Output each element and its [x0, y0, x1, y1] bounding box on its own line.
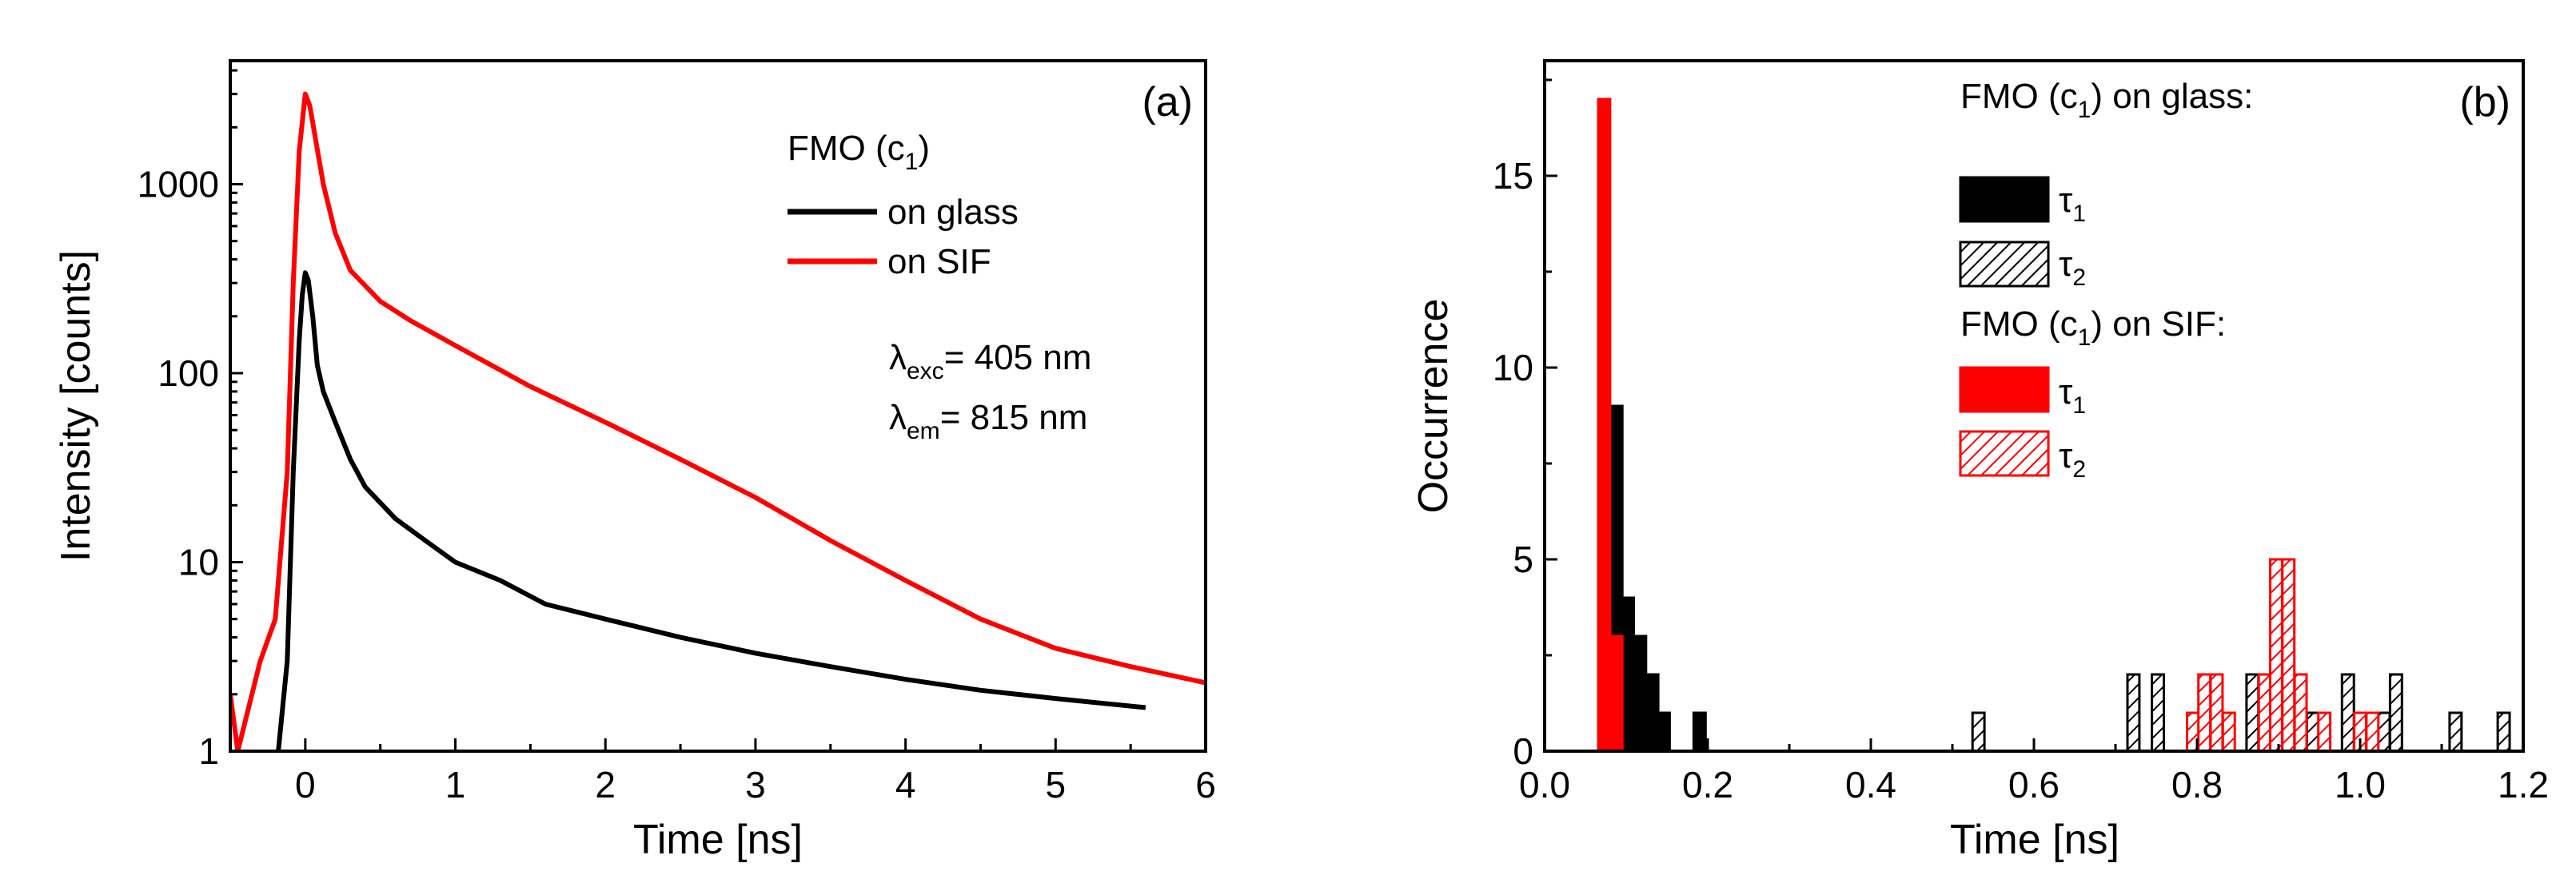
x-tick-label: 1.0 [2335, 764, 2386, 805]
bar-glass-τ1 [1645, 673, 1660, 753]
chart-a-y-axis-label: Intensity [counts] [53, 250, 99, 562]
x-tick-label: 0.8 [2171, 764, 2223, 805]
bar-glass-τ2 [2388, 673, 2403, 753]
x-tick-label: 4 [895, 764, 916, 805]
chart-b-legend-label-glass-tau1: τ1 [2059, 181, 2086, 227]
chart-b-x-axis-label: Time [ns] [1950, 817, 2119, 863]
bar-glass-τ2 [2448, 711, 2463, 753]
x-tick-label: 0.4 [1845, 764, 1896, 805]
bar-glass-τ2 [2245, 673, 2260, 753]
x-tick-label: 1 [445, 764, 466, 805]
x-tick-label: 2 [595, 764, 616, 805]
chart-b-panel-label: (b) [2459, 79, 2510, 125]
bar-glass-τ1 [1692, 711, 1707, 753]
x-tick-label: 0 [295, 764, 316, 805]
y-tick-label: 0 [1513, 730, 1533, 772]
chart-a-frame [229, 59, 1207, 753]
y-tick-label: 10 [178, 541, 219, 583]
chart-b-legend: FMO (c1) on glass: τ1 τ2 FMO (c1) on SIF… [1959, 77, 2253, 483]
chart-a-y-axis: 1 10 100 1000 [138, 69, 243, 772]
chart-a-legend: FMO (c1) on glass on SIF [788, 129, 1019, 281]
y-tick-label: 1 [198, 730, 219, 772]
series-line-on-SIF [230, 91, 1206, 751]
chart-b-legend-label-sif-tau1: τ1 [2059, 372, 2086, 419]
x-tick-label: 0.2 [1682, 764, 1733, 805]
chart-b-legend-swatch-sif-tau1 [1959, 366, 2050, 413]
bar-SIF-τ2 [2317, 711, 2332, 753]
x-tick-label: 5 [1046, 764, 1067, 805]
chart-a-legend-label-glass: on glass [887, 193, 1019, 232]
chart-b-legend-title-glass: FMO (c1) on glass: [1960, 77, 2253, 123]
x-tick-label: 1.2 [2498, 764, 2549, 805]
y-tick-label: 5 [1513, 539, 1533, 580]
bar-SIF-τ1 [1609, 634, 1624, 753]
bar-glass-τ1 [1633, 634, 1648, 753]
y-tick-label: 100 [158, 352, 219, 394]
chart-a-series [230, 91, 1206, 751]
chart-b-legend-swatch-glass-tau2 [1959, 241, 2050, 288]
chart-b-legend-title-sif: FMO (c1) on SIF: [1960, 304, 2226, 351]
chart-b-legend-swatch-sif-tau2 [1959, 430, 2050, 477]
series-line-on-glass [276, 270, 1146, 751]
chart-b-legend-label-glass-tau2: τ2 [2059, 245, 2086, 291]
chart-a-annotation-emission: λem= 815 nm [889, 398, 1087, 444]
bar-glass-τ2 [1971, 711, 1986, 753]
bar-glass-τ1 [1621, 596, 1635, 753]
bar-glass-τ2 [2305, 711, 2320, 753]
chart-a-panel-label: (a) [1142, 79, 1193, 125]
bar-SIF-τ2 [2197, 673, 2212, 753]
x-tick-label: 0.6 [2008, 764, 2060, 805]
bar-glass-τ2 [2126, 673, 2141, 753]
bar-SIF-τ1 [1597, 97, 1612, 753]
x-tick-label: 6 [1195, 764, 1216, 805]
chart-b-legend-label-sif-tau2: τ2 [2059, 436, 2086, 483]
bar-glass-τ2 [2151, 673, 2166, 753]
y-tick-label: 1000 [138, 163, 219, 205]
x-tick-label: 3 [745, 764, 766, 805]
x-tick-label: 0.0 [1519, 764, 1570, 805]
chart-a-x-axis-label: Time [ns] [633, 817, 803, 863]
bar-SIF-τ2 [2365, 711, 2380, 753]
chart-a-legend-title: FMO (c1) [788, 129, 930, 175]
bar-SIF-τ2 [2281, 558, 2296, 753]
y-tick-label: 10 [1493, 347, 1533, 388]
bar-glass-τ2 [2376, 711, 2391, 753]
chart-a: 0 1 2 3 4 5 6 1 10 100 1000 (a) Time [ns] Intensi… [53, 59, 1216, 863]
y-tick-label: 15 [1493, 155, 1533, 197]
chart-b-x-axis: 0.0 0.2 0.4 0.6 0.8 1.0 1.2 [1519, 738, 2549, 805]
bar-glass-τ1 [1657, 711, 1671, 753]
bar-SIF-τ2 [2221, 711, 2236, 753]
chart-a-legend-label-sif: on SIF [887, 242, 991, 281]
bar-SIF-τ2 [2293, 673, 2308, 753]
bar-glass-τ2 [2496, 711, 2511, 753]
bar-SIF-τ2 [2257, 673, 2272, 753]
chart-a-x-axis: 0 1 2 3 4 5 6 [229, 738, 1216, 805]
chart-b-legend-swatch-glass-tau1 [1959, 176, 2050, 223]
bar-SIF-τ2 [2269, 558, 2283, 753]
bar-SIF-τ2 [2209, 673, 2224, 753]
bar-glass-τ2 [2340, 673, 2355, 753]
chart-b: 0.0 0.2 0.4 0.6 0.8 1.0 1.2 0 5 10 15 (b) Time [n… [1410, 59, 2549, 863]
chart-b-bars [1597, 97, 2511, 753]
chart-b-y-axis: 0 5 10 15 [1493, 78, 1557, 772]
chart-a-annotation-excitation: λexc= 405 nm [889, 338, 1091, 384]
chart-b-y-axis-label: Occurrence [1410, 299, 1457, 514]
